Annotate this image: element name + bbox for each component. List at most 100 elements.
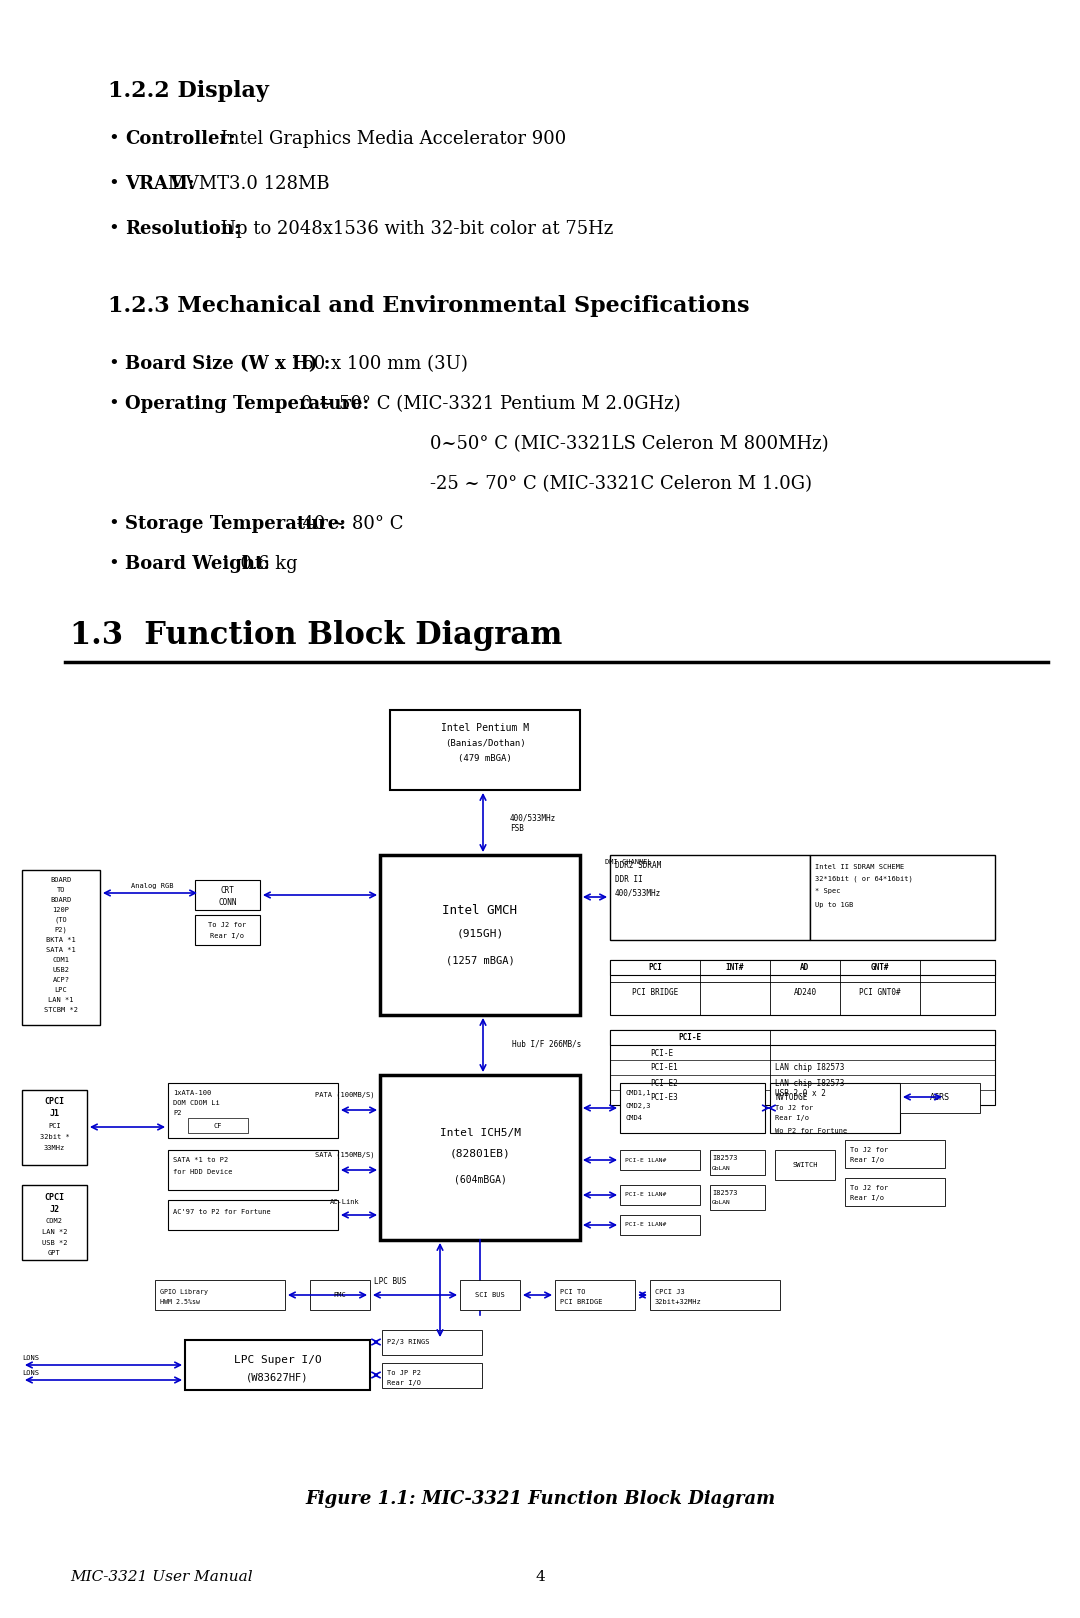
- Text: USB *2: USB *2: [42, 1239, 67, 1246]
- Text: P2: P2: [173, 1110, 181, 1116]
- Text: GPT: GPT: [49, 1251, 60, 1256]
- Bar: [610, 1031, 995, 1045]
- Bar: [810, 854, 995, 940]
- Text: Hub I/F 266MB/s: Hub I/F 266MB/s: [512, 1039, 581, 1048]
- Text: To J2 for: To J2 for: [775, 1105, 813, 1112]
- Text: PCI-E 1LAN#: PCI-E 1LAN#: [625, 1192, 666, 1197]
- Text: 1.2.2 Display: 1.2.2 Display: [108, 79, 269, 102]
- Text: PCI-E 1LAN#: PCI-E 1LAN#: [625, 1157, 666, 1162]
- Text: 1.2.3 Mechanical and Environmental Specifications: 1.2.3 Mechanical and Environmental Speci…: [108, 294, 750, 317]
- Bar: [555, 1280, 635, 1311]
- Text: PCI-E: PCI-E: [650, 1048, 673, 1058]
- Text: LAN *2: LAN *2: [42, 1230, 67, 1235]
- Text: Rear I/o: Rear I/o: [850, 1157, 885, 1163]
- Text: Board Weight:: Board Weight:: [125, 555, 270, 573]
- Text: (TO: (TO: [55, 917, 67, 924]
- Text: CPCI: CPCI: [44, 1097, 65, 1107]
- Text: AC-Link: AC-Link: [330, 1199, 360, 1205]
- Text: MIC-3321 User Manual: MIC-3321 User Manual: [70, 1569, 253, 1584]
- Text: SCI BUS: SCI BUS: [475, 1293, 504, 1298]
- Text: (82801EB): (82801EB): [449, 1149, 511, 1158]
- Text: CPCI: CPCI: [44, 1192, 65, 1202]
- Text: 400/533MHz: 400/533MHz: [510, 814, 556, 822]
- Bar: [620, 1082, 765, 1133]
- Text: •: •: [108, 555, 119, 573]
- Text: AD: AD: [800, 963, 810, 971]
- Text: •: •: [108, 129, 119, 147]
- Bar: [195, 880, 260, 909]
- Bar: [156, 1280, 285, 1311]
- Text: LONS: LONS: [22, 1354, 39, 1361]
- Text: To J2 for: To J2 for: [208, 922, 246, 929]
- Bar: [770, 1082, 900, 1133]
- Text: BOARD: BOARD: [51, 877, 71, 883]
- Text: (W83627HF): (W83627HF): [246, 1374, 309, 1383]
- Text: DMI CHANNEL: DMI CHANNEL: [605, 859, 651, 866]
- Bar: [710, 1150, 765, 1175]
- Text: CONN: CONN: [218, 898, 237, 906]
- Text: LPC: LPC: [55, 987, 67, 993]
- Bar: [22, 870, 100, 1024]
- Text: Up to 1GB: Up to 1GB: [815, 901, 853, 908]
- Text: HWM 2.5%sw: HWM 2.5%sw: [160, 1299, 200, 1306]
- Bar: [382, 1362, 482, 1388]
- Text: DVMT3.0 128MB: DVMT3.0 128MB: [166, 175, 329, 193]
- Text: for HDD Device: for HDD Device: [173, 1168, 232, 1175]
- Text: LPC BUS: LPC BUS: [374, 1278, 406, 1286]
- Bar: [380, 854, 580, 1014]
- Text: (915GH): (915GH): [457, 929, 503, 938]
- Text: CMD2,3: CMD2,3: [625, 1103, 650, 1108]
- Bar: [460, 1280, 519, 1311]
- Text: USB 2.0 x 2: USB 2.0 x 2: [775, 1089, 826, 1097]
- Text: I82573: I82573: [712, 1155, 738, 1162]
- Text: •: •: [108, 354, 119, 374]
- Bar: [710, 1184, 765, 1210]
- Bar: [188, 1118, 248, 1133]
- Text: SATA (150MB/S): SATA (150MB/S): [315, 1152, 375, 1158]
- Text: Rear I/o: Rear I/o: [775, 1115, 809, 1121]
- Bar: [22, 1091, 87, 1165]
- Text: PATA (100MB/S): PATA (100MB/S): [315, 1092, 375, 1099]
- Text: LONS: LONS: [22, 1370, 39, 1375]
- Text: 120P: 120P: [53, 908, 69, 913]
- Text: BKTA *1: BKTA *1: [46, 937, 76, 943]
- Text: J1: J1: [50, 1110, 59, 1118]
- Bar: [650, 1280, 780, 1311]
- Text: LPC Super I/O: LPC Super I/O: [233, 1354, 322, 1366]
- Text: CF: CF: [214, 1123, 222, 1129]
- Text: ACP?: ACP?: [53, 977, 69, 984]
- Text: Wo P2 for Fortune: Wo P2 for Fortune: [775, 1128, 847, 1134]
- Text: 0~50° C (MIC-3321LS Celeron M 800MHz): 0~50° C (MIC-3321LS Celeron M 800MHz): [430, 435, 828, 453]
- Text: Rear I/o: Rear I/o: [850, 1196, 885, 1201]
- Text: CMD1,1: CMD1,1: [625, 1091, 650, 1095]
- Text: Operating Temperature:: Operating Temperature:: [125, 395, 369, 413]
- Text: Up to 2048x1536 with 32-bit color at 75Hz: Up to 2048x1536 with 32-bit color at 75H…: [215, 220, 613, 238]
- Text: Intel GMCH: Intel GMCH: [443, 903, 517, 916]
- Text: VRAM:: VRAM:: [125, 175, 194, 193]
- Text: NVTODGE: NVTODGE: [775, 1094, 808, 1102]
- Text: DOM CDOM Li: DOM CDOM Li: [173, 1100, 219, 1107]
- Bar: [380, 1074, 580, 1239]
- Text: ACRS: ACRS: [930, 1094, 950, 1102]
- Text: •: •: [108, 515, 119, 532]
- Text: 33MHz: 33MHz: [44, 1146, 65, 1150]
- Text: Rear I/o: Rear I/o: [211, 934, 244, 938]
- Text: P2/3 RINGS: P2/3 RINGS: [387, 1340, 430, 1345]
- Text: CPCI J3: CPCI J3: [654, 1290, 685, 1294]
- Text: COM1: COM1: [53, 956, 69, 963]
- Bar: [168, 1082, 338, 1137]
- Text: -40 ~ 80° C: -40 ~ 80° C: [285, 515, 404, 532]
- Bar: [195, 916, 260, 945]
- Text: STCBM *2: STCBM *2: [44, 1006, 78, 1013]
- Text: To JP P2: To JP P2: [387, 1370, 421, 1375]
- Text: LAN chip I82573: LAN chip I82573: [775, 1063, 845, 1073]
- Text: Figure 1.1: MIC-3321 Function Block Diagram: Figure 1.1: MIC-3321 Function Block Diag…: [305, 1490, 775, 1508]
- Text: J2: J2: [50, 1204, 59, 1214]
- Text: -25 ~ 70° C (MIC-3321C Celeron M 1.0G): -25 ~ 70° C (MIC-3321C Celeron M 1.0G): [430, 476, 812, 493]
- Text: PCI BRIDGE: PCI BRIDGE: [561, 1299, 603, 1306]
- Bar: [610, 854, 810, 940]
- Text: FSB: FSB: [510, 824, 524, 833]
- Text: 1.3  Function Block Diagram: 1.3 Function Block Diagram: [70, 620, 563, 650]
- Text: 0 ~ 50° C (MIC-3321 Pentium M 2.0GHz): 0 ~ 50° C (MIC-3321 Pentium M 2.0GHz): [301, 395, 680, 413]
- Text: LAN *1: LAN *1: [49, 997, 73, 1003]
